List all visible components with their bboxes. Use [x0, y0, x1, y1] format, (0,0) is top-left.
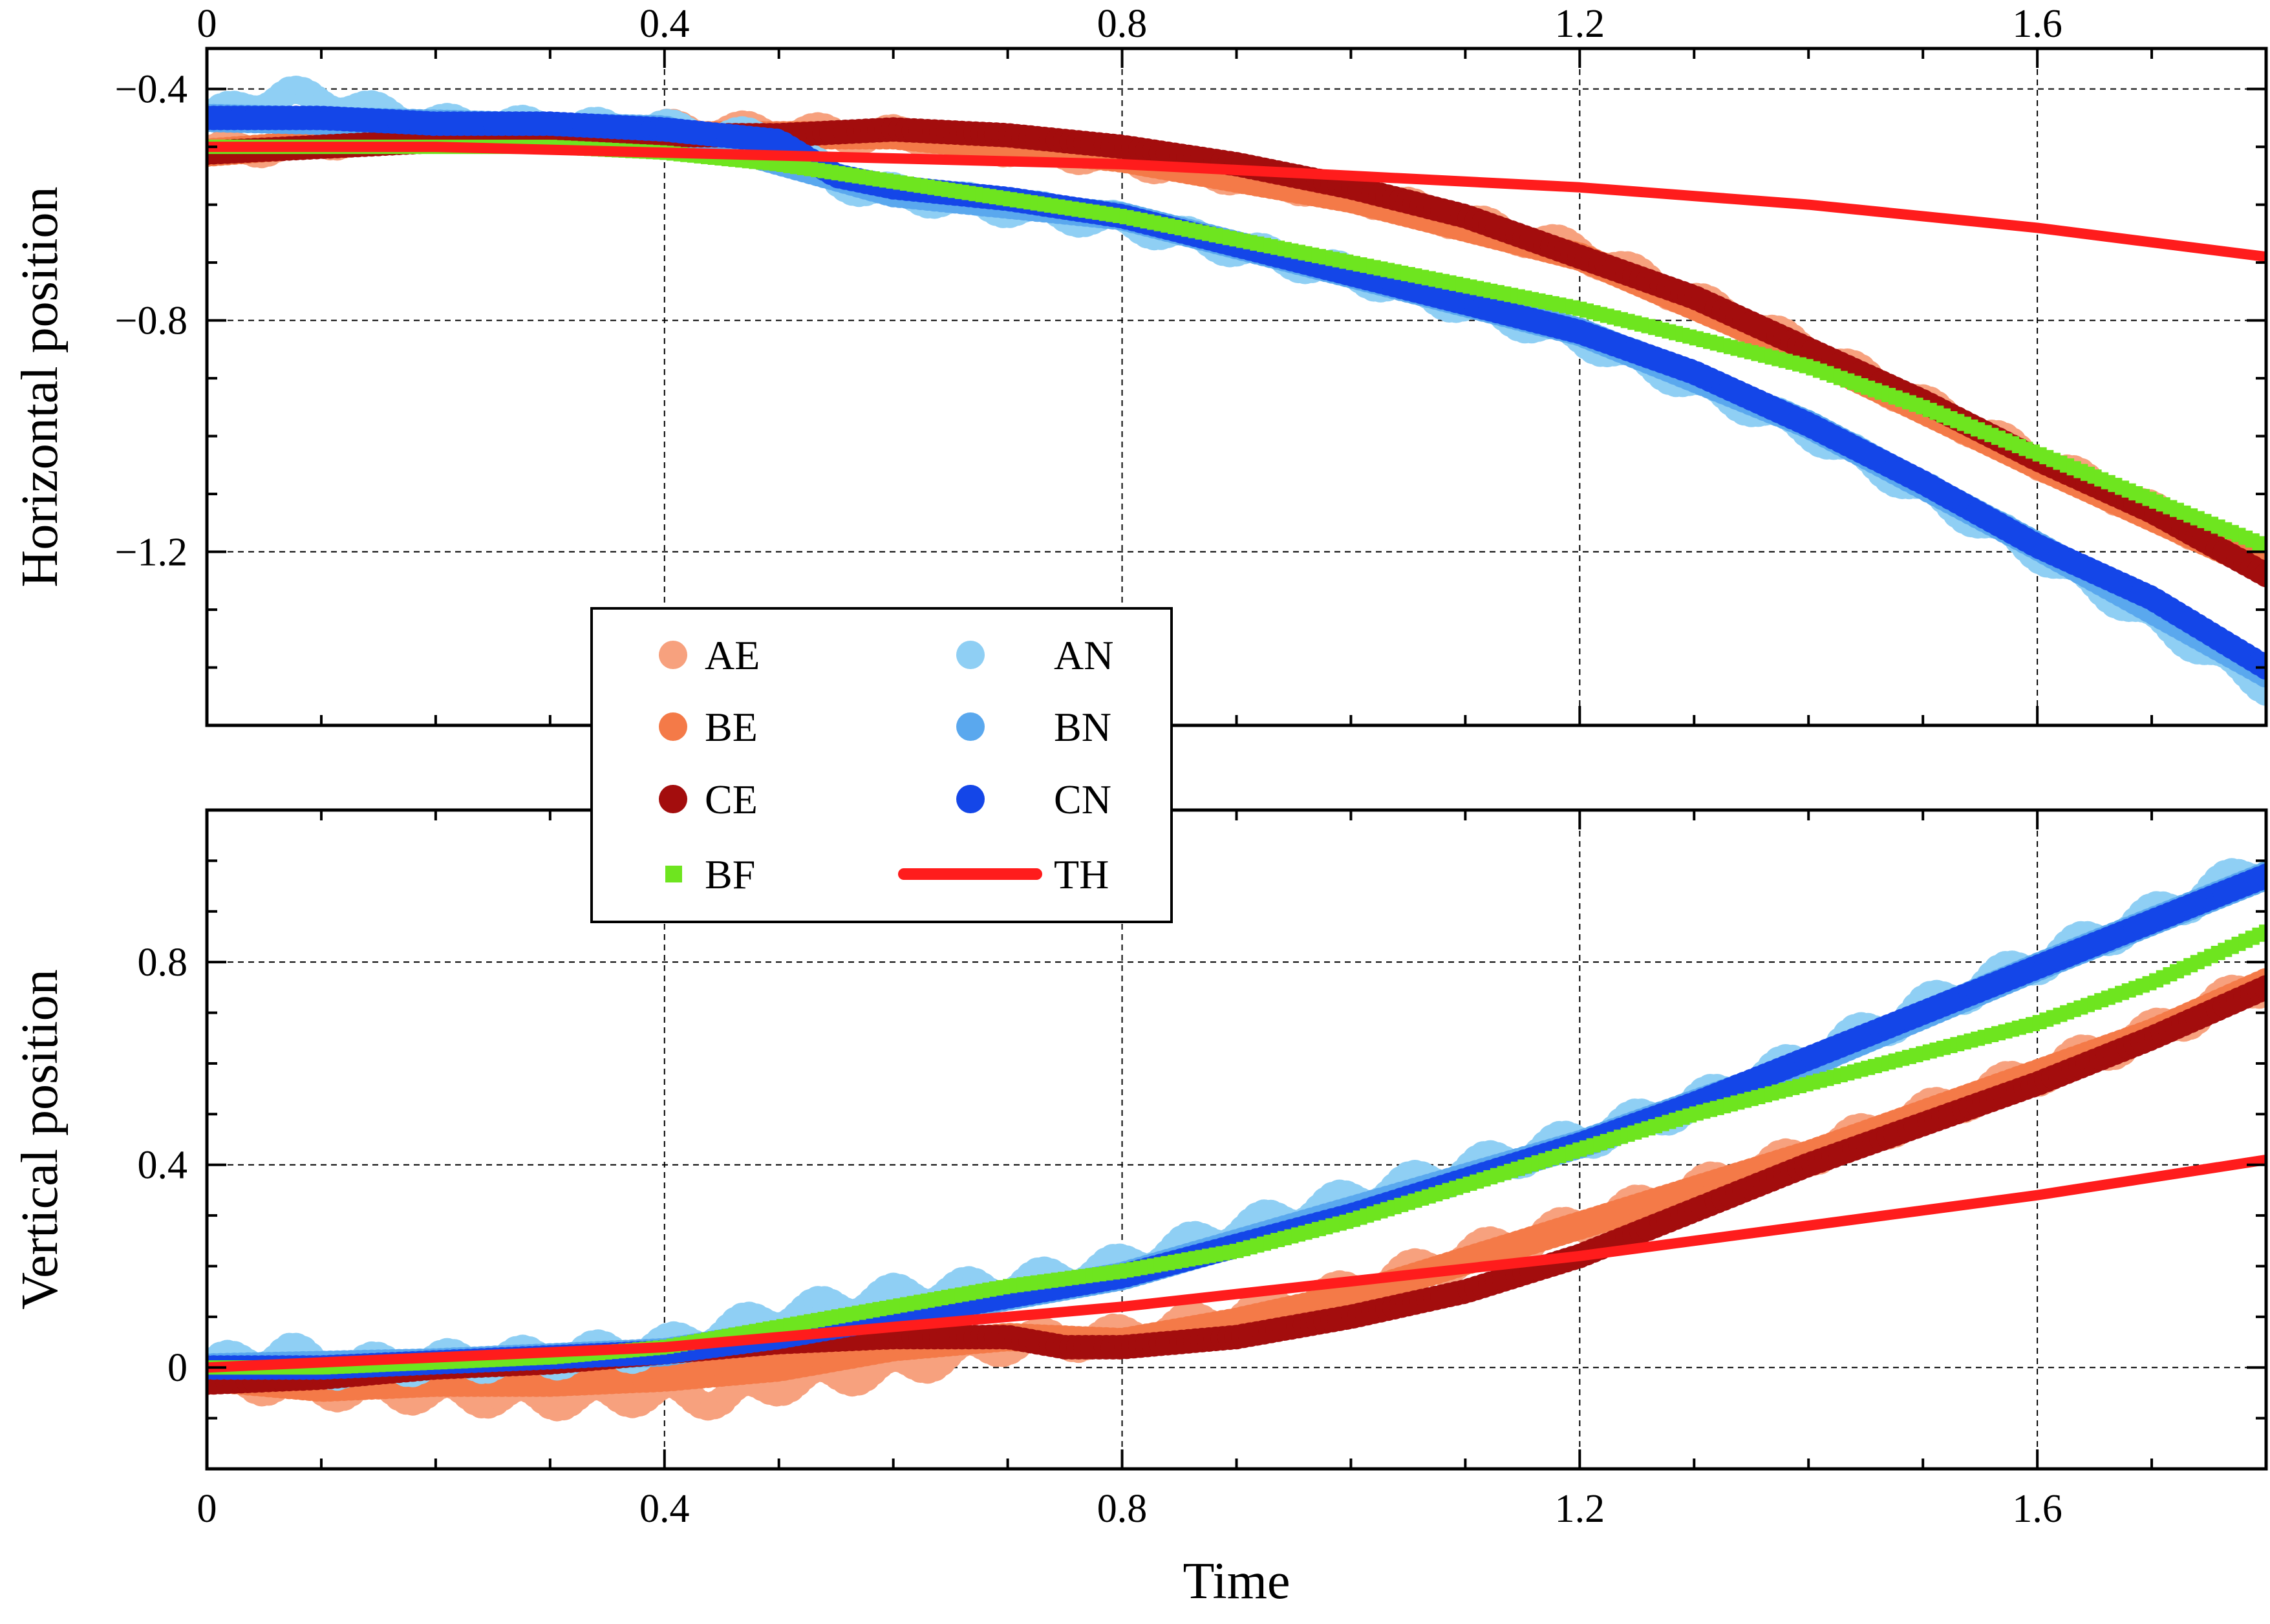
top-x-tick-label: 0.4: [639, 2, 690, 46]
bottom-series-group: [207, 858, 2266, 1422]
top-y-tick-label: −0.4: [115, 68, 187, 112]
legend-entry-th: TH: [898, 851, 1109, 897]
bottom-x-tick-label: 0: [197, 1487, 217, 1531]
legend-label-cn: CN: [1054, 776, 1111, 822]
legend-entry-bf: BF: [665, 851, 755, 897]
top-tick-labels: 0 0.4 0.8 1.2 1.6 −0.4 −0.8 −1.2: [115, 2, 2062, 575]
bottom-point-bf: [2259, 924, 2266, 939]
bottom-series-line-th: [207, 1154, 2266, 1373]
legend-entry-cn: CN: [956, 776, 1111, 822]
top-y-tick-label: −1.2: [115, 531, 187, 575]
top-point-bf: [2259, 539, 2266, 553]
legend-marker-ce: [659, 785, 687, 813]
top-x-tick-label: 0.8: [1097, 2, 1148, 46]
legend-entry-an: AN: [956, 632, 1113, 678]
top-panel: 0 0.4 0.8 1.2 1.6 −0.4 −0.8 −1.2 Horizontal posi…: [12, 2, 2268, 727]
legend-entry-ce: CE: [659, 776, 758, 822]
top-x-tick-label: 0: [197, 2, 217, 46]
bottom-x-axis-label: Time: [1183, 1553, 1290, 1610]
bottom-y-axis-label: Vertical position: [12, 969, 69, 1310]
legend-label-be: BE: [705, 704, 758, 750]
bottom-tick-labels: 0 0.4 0.8 1.2 1.6 0 0.4 0.8: [138, 941, 2062, 1531]
legend-label-th: TH: [1054, 851, 1109, 897]
legend: AE BE CE BF AN BN CN TH: [590, 607, 1173, 923]
bottom-x-tick-label: 1.6: [2012, 1487, 2062, 1531]
legend-entry-be: BE: [659, 704, 758, 750]
legend-box: [590, 607, 1173, 923]
legend-marker-be: [659, 712, 687, 741]
legend-label-bf: BF: [705, 851, 755, 897]
top-series-th: [207, 142, 2266, 262]
bottom-y-tick-label: 0.8: [138, 941, 188, 985]
legend-marker-an: [956, 641, 985, 669]
bottom-point-ce: [2254, 975, 2266, 1000]
top-x-tick-label: 1.6: [2012, 2, 2062, 46]
bottom-series-bf: [207, 924, 2266, 1375]
top-x-tick-label: 1.2: [1555, 2, 1605, 46]
legend-entry-bn: BN: [956, 704, 1111, 750]
bottom-series-th: [207, 1154, 2266, 1373]
bottom-x-tick-label: 0.4: [639, 1487, 690, 1531]
legend-label-an: AN: [1054, 632, 1113, 678]
legend-label-ae: AE: [705, 632, 760, 678]
top-point-ce: [2254, 562, 2266, 588]
top-series-line-th: [207, 142, 2266, 262]
bottom-panel: 0 0.4 0.8 1.2 1.6 0 0.4 0.8 Vertical position Tim…: [12, 808, 2268, 1610]
bottom-x-tick-label: 0.8: [1097, 1487, 1148, 1531]
legend-marker-bf: [665, 866, 682, 882]
top-y-axis-label: Horizontal position: [12, 187, 69, 588]
legend-marker-bn: [956, 712, 985, 741]
legend-label-ce: CE: [705, 776, 758, 822]
legend-label-bn: BN: [1054, 704, 1111, 750]
top-y-tick-label: −0.8: [115, 299, 187, 343]
bottom-x-tick-label: 1.2: [1555, 1487, 1605, 1531]
bottom-point-cn: [2254, 863, 2266, 888]
bottom-y-tick-label: 0: [167, 1346, 187, 1390]
bottom-y-tick-label: 0.4: [138, 1144, 188, 1188]
top-series-group: [207, 76, 2266, 706]
legend-marker-cn: [956, 785, 985, 813]
legend-entry-ae: AE: [659, 632, 760, 678]
legend-marker-ae: [659, 641, 687, 669]
